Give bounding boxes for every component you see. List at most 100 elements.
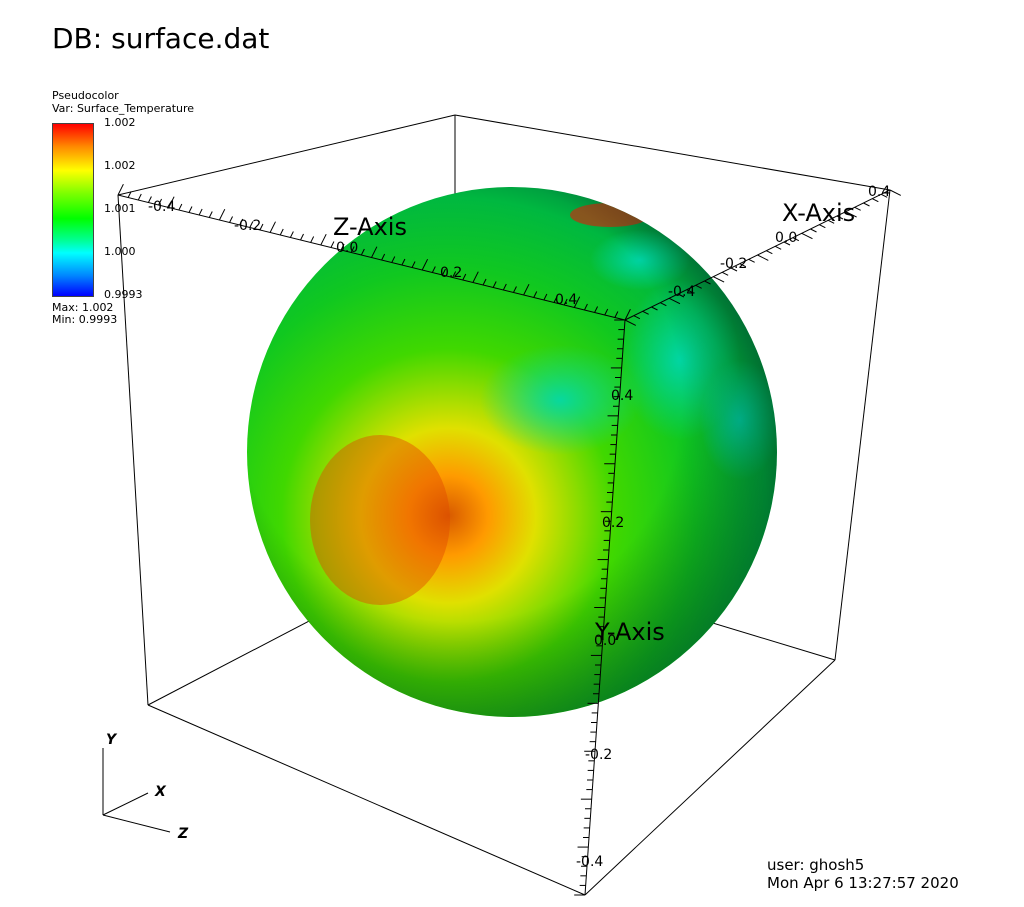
axis-tick-mark (889, 189, 902, 196)
axis-tick-mark (371, 246, 378, 258)
timestamp-label: Mon Apr 6 13:27:57 2020 (767, 874, 959, 892)
axis-tick-mark (651, 306, 658, 311)
axis-tick-mark (523, 283, 530, 296)
axis-tick-mark (452, 271, 457, 278)
axis-tick-mark (757, 254, 769, 261)
axis-tick-mark (320, 233, 327, 246)
legend-tick-label: 1.000 (104, 245, 136, 258)
axis-tick-mark (340, 243, 345, 251)
axis-tick-mark (819, 224, 826, 229)
axis-tick-mark (774, 245, 782, 250)
axis-tick-mark (188, 206, 193, 213)
axis-tick-mark (827, 219, 835, 224)
z-axis-title: Z-Axis (333, 213, 407, 241)
axis-tick-mark (677, 293, 685, 298)
triad-z-label: Z (177, 826, 189, 842)
axis-tick-mark (810, 228, 817, 233)
axis-tick-mark (583, 303, 588, 311)
axis-tick-mark (553, 296, 558, 303)
axis-tick-mark (739, 263, 747, 268)
axis-tick-mark (604, 308, 609, 316)
axis-tick-mark (442, 268, 446, 276)
z-tick-label: -0.2 (234, 218, 261, 234)
triad-y-label: Y (106, 732, 118, 748)
axis-tick-mark (300, 233, 304, 241)
axis-tick-mark (472, 271, 479, 283)
triad-x-label: X (154, 784, 167, 800)
axis-tick-mark (513, 286, 517, 293)
axis-tick-mark (686, 289, 694, 294)
axis-tick-mark (168, 196, 175, 208)
axis-tick-mark (573, 296, 581, 308)
axis-tick-mark (533, 291, 538, 298)
axis-tick-mark (208, 211, 213, 218)
x-axis-ticks (624, 189, 902, 326)
axis-tick-mark (624, 308, 631, 321)
axis-tick-mark (289, 231, 294, 238)
axis-tick-mark (381, 253, 386, 261)
y-tick-label: -0.2 (585, 747, 612, 763)
axis-tick-mark (845, 211, 857, 218)
axis-tick-mark (411, 261, 416, 268)
axis-tick-mark (330, 241, 335, 248)
axis-tick-mark (668, 297, 681, 305)
axis-tick-mark (350, 246, 355, 253)
legend-color-bar (52, 123, 94, 297)
z-tick-label: 0.2 (440, 265, 462, 281)
axis-tick-mark (713, 276, 725, 283)
axis-tick-mark (310, 236, 315, 243)
y-tick-label: 0.2 (602, 515, 624, 531)
axis-tick-mark (836, 215, 844, 220)
axis-tick-mark (695, 284, 702, 289)
axis-tick-mark (730, 267, 738, 272)
axis-tick-mark (239, 218, 244, 226)
y-tick-label: -0.4 (576, 854, 603, 870)
x-tick-label: -0.2 (720, 256, 747, 272)
axis-tick-mark (766, 250, 773, 255)
axis-tick-mark (792, 237, 800, 242)
temperature-sphere (247, 187, 777, 717)
axis-tick-mark (360, 248, 365, 256)
axis-tick-mark (633, 315, 641, 320)
y-tick-label: 0.0 (594, 633, 616, 649)
y-axis-title: Y-Axis (594, 618, 665, 646)
axis-tick-mark (137, 193, 142, 201)
axis-tick-mark (482, 278, 487, 286)
legend-max: Max: 1.002 (52, 301, 114, 314)
axis-tick-mark (218, 208, 226, 221)
axis-tick-mark (783, 241, 791, 246)
axis-tick-mark (492, 281, 497, 288)
z-axis-ticks (117, 183, 631, 321)
axis-tick-mark (198, 208, 203, 216)
axis-tick-mark (279, 228, 284, 236)
axis-tick-mark (127, 191, 132, 198)
legend-plot-type: Pseudocolor (52, 89, 119, 102)
axis-tick-mark (854, 206, 861, 211)
axis-tick-mark (421, 258, 429, 271)
user-label: user: ghosh5 (767, 856, 865, 874)
axis-tick-mark (502, 283, 507, 291)
axis-tick-mark (614, 311, 619, 318)
axis-tick-mark (391, 256, 396, 263)
y-axis-ticks (574, 319, 625, 896)
legend-tick-label: 1.002 (104, 116, 136, 129)
x-tick-label: -0.4 (668, 284, 695, 300)
axis-tick-mark (748, 258, 755, 263)
axis-tick-mark (401, 258, 406, 266)
axis-tick-mark (543, 293, 548, 301)
legend-variable: Var: Surface_Temperature (52, 102, 195, 115)
axis-tick-mark (158, 198, 163, 206)
legend-min: Min: 0.9993 (52, 313, 118, 326)
x-tick-label: 0.0 (775, 230, 797, 246)
z-tick-label: 0.0 (336, 240, 358, 256)
legend-tick-label: 1.002 (104, 159, 136, 172)
axis-tick-mark (801, 232, 813, 240)
axis-tick-mark (462, 273, 467, 281)
axis-tick-mark (880, 193, 888, 198)
axis-tick-mark (147, 196, 152, 203)
axis-tick-mark (229, 216, 233, 223)
legend-tick-label: 1.001 (104, 202, 136, 215)
x-axis-title: X-Axis (782, 199, 855, 227)
